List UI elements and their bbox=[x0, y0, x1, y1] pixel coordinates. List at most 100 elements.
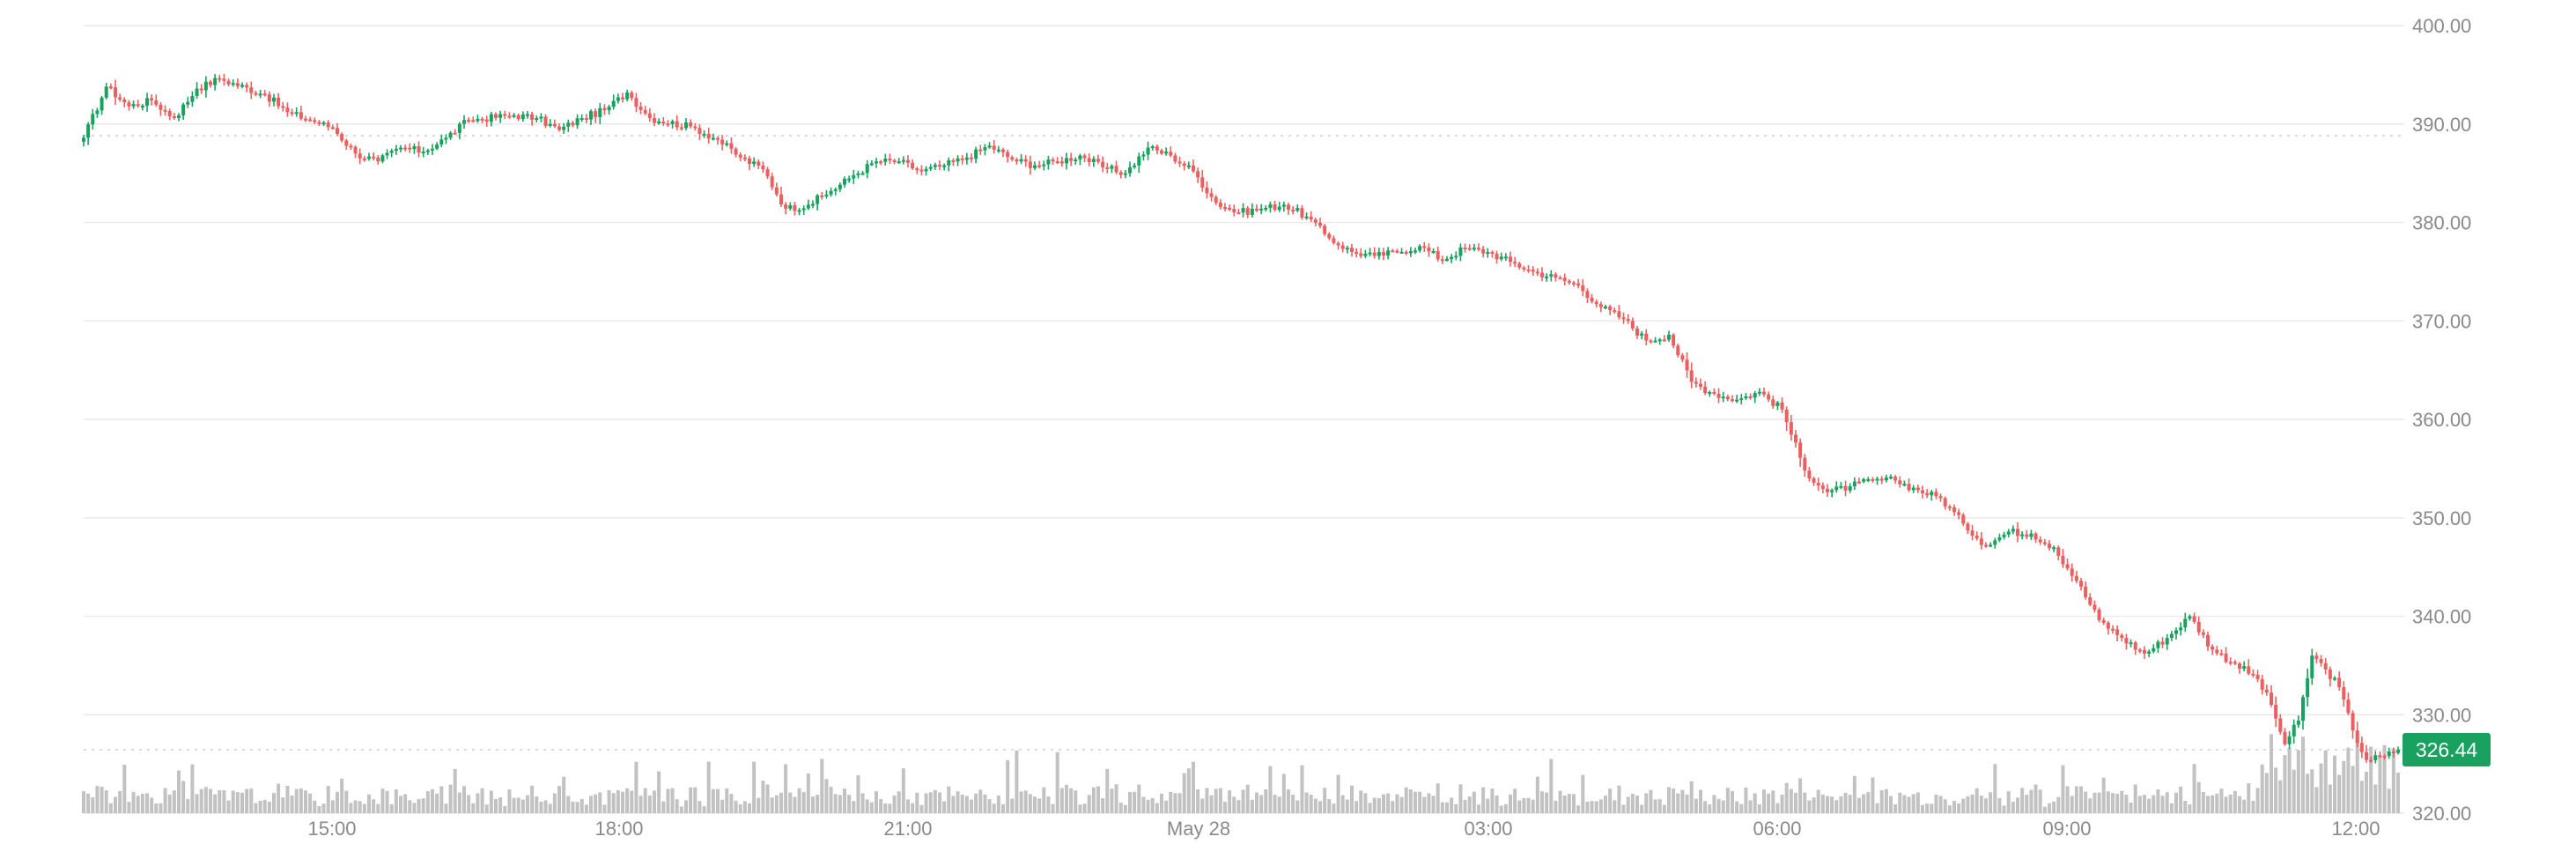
candle-body bbox=[2387, 751, 2391, 757]
candle-body bbox=[1545, 276, 1549, 278]
candle-body bbox=[693, 126, 698, 129]
candle-body bbox=[1082, 155, 1087, 159]
candle-body bbox=[738, 154, 742, 158]
candle-body bbox=[186, 101, 190, 105]
volume-bar bbox=[915, 792, 919, 813]
volume-bar bbox=[1938, 796, 1943, 813]
volume-bar bbox=[1712, 795, 1716, 813]
candle-body bbox=[1059, 161, 1064, 164]
volume-bar bbox=[1594, 801, 1598, 813]
candle-body bbox=[575, 118, 579, 126]
volume-bar bbox=[711, 788, 715, 813]
candle-body bbox=[1680, 355, 1685, 360]
volume-bar bbox=[1672, 788, 1676, 813]
volume-bar bbox=[2300, 737, 2306, 813]
volume-bar bbox=[1856, 797, 1862, 813]
candle-body bbox=[2269, 692, 2274, 706]
candle-body bbox=[2332, 677, 2337, 680]
volume-bar bbox=[1467, 796, 1472, 813]
candle-body bbox=[108, 86, 113, 89]
volume-bar bbox=[2351, 766, 2355, 813]
candle-body bbox=[937, 165, 942, 167]
volume-bar bbox=[1399, 796, 1404, 813]
volume-bar bbox=[376, 803, 380, 813]
candle-body bbox=[144, 98, 150, 107]
volume-bar bbox=[480, 788, 484, 813]
candle-body bbox=[1820, 485, 1825, 489]
candle-body bbox=[1576, 283, 1581, 286]
candle-body bbox=[262, 93, 267, 96]
volume-bar bbox=[1807, 800, 1812, 813]
volume-bar bbox=[186, 798, 190, 813]
volume-bar bbox=[2183, 800, 2188, 813]
candle-body bbox=[1590, 297, 1594, 302]
volume-bar bbox=[2219, 788, 2224, 813]
volume-bar bbox=[1422, 796, 1427, 813]
volume-bar bbox=[842, 788, 847, 813]
candle-body bbox=[2391, 751, 2395, 753]
volume-bar bbox=[2328, 784, 2332, 813]
volume-bar bbox=[779, 792, 784, 813]
candle-body bbox=[1888, 477, 1893, 479]
volume-bar bbox=[1318, 801, 1323, 813]
volume-bar bbox=[1721, 800, 1725, 813]
candle-body bbox=[1074, 159, 1078, 161]
candle-body bbox=[1698, 383, 1703, 387]
candle-body bbox=[1118, 172, 1123, 175]
candle-body bbox=[611, 100, 616, 107]
x-tick-label: 15:00 bbox=[307, 818, 356, 840]
candle-body bbox=[2147, 651, 2152, 654]
candle-body bbox=[1399, 251, 1404, 254]
candle-body bbox=[1875, 478, 1879, 481]
volume-bar bbox=[489, 790, 493, 813]
volume-bar bbox=[1830, 796, 1834, 813]
volume-bar bbox=[1345, 799, 1349, 813]
candle-body bbox=[408, 147, 412, 150]
candle-body bbox=[1155, 146, 1159, 151]
candle-body bbox=[2215, 649, 2219, 654]
candle-body bbox=[761, 165, 765, 170]
volume-bar bbox=[1232, 796, 1236, 813]
volume-bar bbox=[1662, 804, 1666, 813]
volume-bar bbox=[1087, 795, 1091, 813]
volume-bar bbox=[1281, 774, 1286, 813]
volume-bar bbox=[1028, 794, 1032, 813]
candle-body bbox=[1023, 159, 1028, 162]
volume-bar bbox=[2342, 760, 2346, 813]
candle-body bbox=[1915, 487, 1920, 491]
candle-body bbox=[1486, 252, 1490, 255]
candle-body bbox=[1613, 310, 1617, 313]
candle-body bbox=[2120, 634, 2124, 639]
volume-bar bbox=[2142, 795, 2147, 813]
candle-body bbox=[2020, 534, 2025, 537]
candle-body bbox=[1539, 272, 1545, 278]
candle-body bbox=[2251, 673, 2255, 676]
candle-body bbox=[788, 205, 793, 209]
volume-bar bbox=[1476, 804, 1481, 813]
candle-body bbox=[150, 98, 154, 100]
candle-body bbox=[969, 157, 974, 159]
candle-body bbox=[1309, 216, 1313, 220]
candle-body bbox=[1626, 319, 1630, 322]
candle-body bbox=[905, 159, 911, 163]
candle-body bbox=[2183, 618, 2188, 628]
volume-bar bbox=[285, 785, 290, 813]
candle-body bbox=[1101, 161, 1105, 167]
volume-bar bbox=[2387, 788, 2391, 813]
volume-bar bbox=[408, 800, 412, 813]
volume-bar bbox=[978, 789, 983, 813]
volume-bar bbox=[1123, 804, 1127, 813]
candle-body bbox=[1535, 271, 1539, 274]
x-tick-label: 21:00 bbox=[883, 818, 932, 840]
volume-bar bbox=[1893, 804, 1898, 813]
volume-bar bbox=[869, 802, 874, 813]
volume-bar bbox=[1490, 788, 1495, 813]
candle-body bbox=[444, 137, 448, 140]
candle-body bbox=[321, 122, 326, 125]
volume-bar bbox=[956, 791, 960, 813]
candle-body bbox=[385, 152, 389, 156]
volume-bar bbox=[476, 793, 480, 813]
candle-body bbox=[1871, 478, 1875, 481]
